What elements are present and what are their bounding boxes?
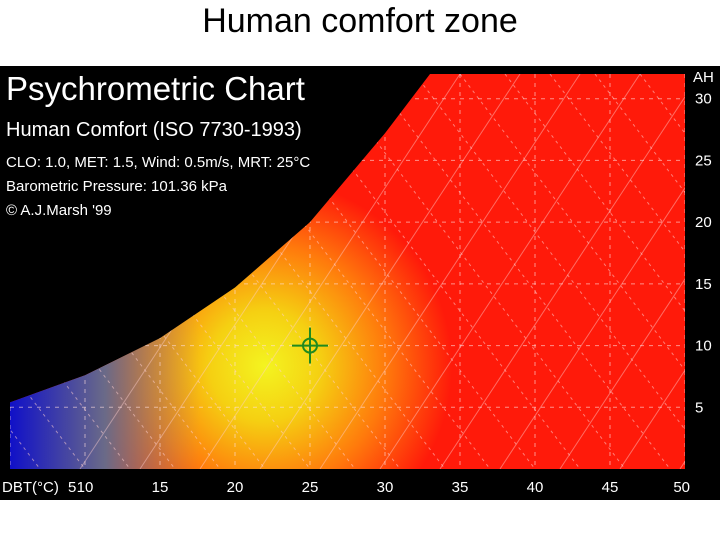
grid-line-rh [379,74,641,469]
grid-line-rh [319,74,581,469]
grid-line-diagonal [279,74,581,469]
grid-line-rh [199,74,461,469]
x-tick-label: 35 [452,479,469,496]
grid-line-diagonal [99,74,401,469]
x-tick-label: 45 [602,479,619,496]
grid-line-rh [619,74,685,469]
grid-line-diagonal [144,74,446,469]
psychrometric-grid [10,74,685,469]
grid-line-diagonal [10,74,221,469]
y-tick-label: 10 [695,338,712,355]
y-tick-label: 25 [695,152,712,169]
grid-line-diagonal [324,74,626,469]
slide-title: Human comfort zone [202,2,518,40]
grid-line-diagonal [10,74,176,469]
x-tick-label: 50 [673,479,690,496]
comfort-point-marker [292,327,328,364]
grid-line-rh [259,74,521,469]
y-tick-label: 5 [695,399,703,416]
chart-info-line-3: © A.J.Marsh '99 [6,202,112,219]
grid-line-diagonal [10,74,131,469]
grid-line-rh [499,74,685,469]
psychrometric-chart-panel: 5 10 15 20 25 30 5 10 15 20 25 30 35 40 45 50 Psychrom… [0,66,720,500]
grid-line-rh [439,74,685,469]
grid-line-diagonal [234,74,536,469]
x-tick-label: 40 [527,479,544,496]
y-tick-label: 15 [695,276,712,293]
grid-line-diagonal [10,74,266,469]
chart-subtitle: Human Comfort (ISO 7730-1993) [6,119,302,141]
chart-info-line-1: CLO: 1.0, MET: 1.5, Wind: 0.5m/s, MRT: 2… [6,154,310,171]
x-tick-label: 10 [77,479,94,496]
x-tick-label: 15 [152,479,169,496]
x-tick-label: 5 [68,479,76,496]
grid-line-diagonal [414,74,685,469]
grid-line-diagonal [10,74,86,469]
grid-line-diagonal [54,74,356,469]
x-tick-label: 25 [302,479,319,496]
grid-line-rh [559,74,685,469]
x-tick-label: 30 [377,479,394,496]
chart-title: Psychrometric Chart [6,70,305,107]
y-tick-label: 20 [695,214,712,231]
y-tick-label: 30 [695,91,712,108]
grid-line-diagonal [369,74,671,469]
grid-line-diagonal [10,74,311,469]
x-tick-label: 20 [227,479,244,496]
y-axis-label: AH [693,69,714,86]
x-axis-label: DBT(°C) [2,479,59,496]
grid-line-diagonal [189,74,491,469]
chart-info-line-2: Barometric Pressure: 101.36 kPa [6,178,228,195]
